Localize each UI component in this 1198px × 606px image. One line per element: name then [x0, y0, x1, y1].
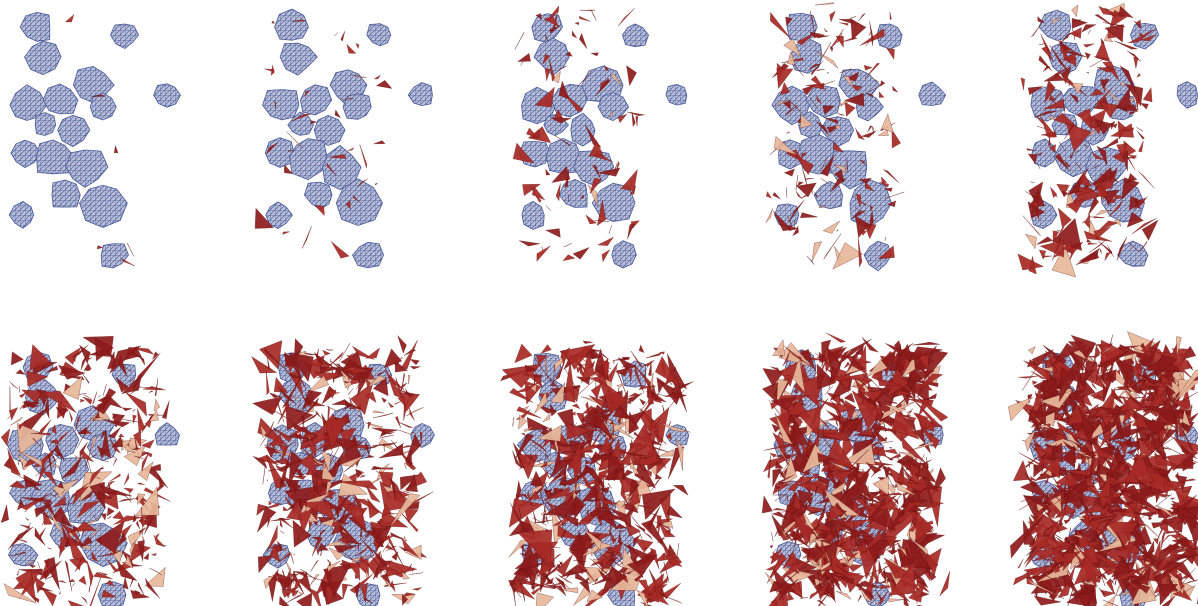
grain	[52, 180, 80, 207]
grain	[265, 138, 294, 168]
grain	[35, 113, 56, 136]
grain	[787, 13, 817, 40]
grain	[666, 84, 687, 105]
figure	[0, 0, 1198, 606]
page: {} (() => { const svg = document.getElem…	[0, 0, 1198, 606]
